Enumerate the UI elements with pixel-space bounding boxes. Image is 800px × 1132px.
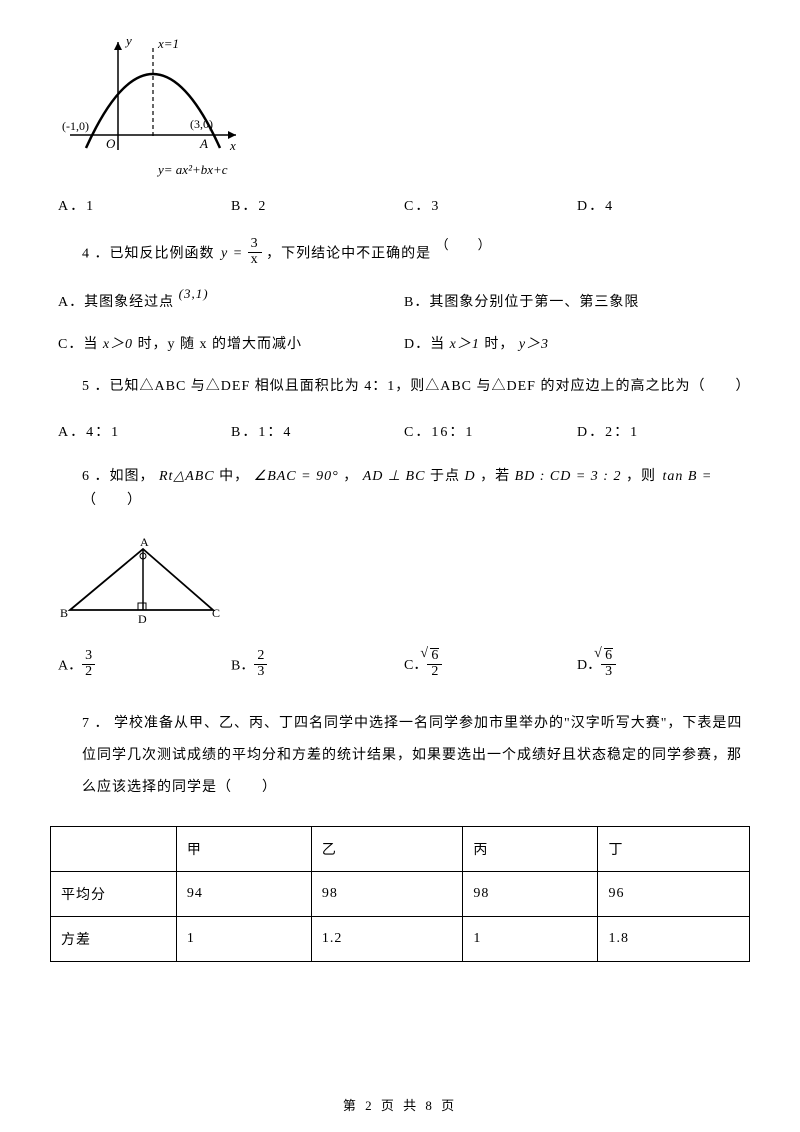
q4-suffix: ，下列结论中不正确的是: [266, 246, 431, 261]
table-row: 方差 1 1.2 1 1.8: [51, 916, 750, 961]
q6-perp: AD ⊥ BC: [363, 469, 426, 484]
x-axis-label: x: [229, 138, 236, 153]
cell-var-2: 1.2: [311, 916, 463, 961]
q6b-den: 3: [254, 665, 267, 680]
q6-ratio: BD : CD = 3 : 2: [515, 469, 622, 484]
q6d-den: 3: [601, 665, 616, 680]
table-row: 平均分 94 98 98 96: [51, 871, 750, 916]
q4-frac: 3 x: [248, 237, 262, 267]
q5-d: D．2：1: [577, 421, 750, 441]
q5-c: C．16：1: [404, 421, 577, 441]
q4-optA-pt: (3,1): [179, 286, 209, 301]
tri-B: B: [60, 606, 68, 620]
q4-optA: A．其图象经过点 (3,1): [58, 291, 404, 311]
tri-D: D: [138, 612, 147, 626]
cell-var-3: 1: [463, 916, 598, 961]
row-avg-label: 平均分: [51, 871, 177, 916]
q4-optA-pre: A．其图象经过点: [58, 295, 174, 310]
q6b-num: 2: [254, 649, 267, 665]
q6-rt: Rt△ABC: [159, 469, 215, 484]
table-header-yi: 乙: [311, 826, 463, 871]
parabola-eq: y= ax²+bx+c: [156, 162, 228, 177]
q4-optD-pre: D．当: [404, 337, 445, 352]
q3-choice-c: C．3: [404, 195, 577, 215]
q6-tan: tan B =: [662, 469, 712, 484]
q4-frac-den: x: [248, 253, 262, 268]
q4-optC-mid: 时，y 随 x 的增大而减小: [138, 337, 303, 352]
q6-D: D: [464, 469, 475, 484]
q5-b: B．1：4: [231, 421, 404, 441]
q4-optD-mid: 时，: [484, 337, 514, 352]
q4-optC: C．当 x＞0 时，y 随 x 的增大而减小: [58, 333, 404, 353]
q6c-den: 2: [427, 665, 442, 680]
q6-paren: （ ）: [82, 493, 142, 508]
q4-yeq: y =: [221, 246, 243, 261]
q7-stem: 7 ． 学校准备从甲、乙、丙、丁四名同学中选择一名同学参加市里举办的"汉字听写大…: [82, 708, 750, 804]
q4-row2: C．当 x＞0 时，y 随 x 的增大而减小 D．当 x＞1 时， y＞3: [58, 333, 750, 353]
tri-C: C: [212, 606, 220, 620]
q4-frac-num: 3: [248, 237, 262, 253]
q3-choice-b: B．2: [231, 195, 404, 215]
q6d-num: 6: [604, 648, 613, 664]
origin-label: O: [106, 136, 116, 151]
page-footer: 第 2 页 共 8 页: [0, 1095, 800, 1114]
q6a-num: 3: [82, 649, 95, 665]
q5-a: A．4：1: [58, 421, 231, 441]
q5-choices: A．4：1 B．1：4 C．16：1 D．2：1: [58, 421, 750, 441]
q6-stem: 6 ．如图， Rt△ABC 中， ∠BAC = 90° ， AD ⊥ BC 于点…: [82, 465, 750, 513]
q6a-den: 2: [82, 665, 95, 680]
q6-choice-b: B．23: [231, 651, 404, 681]
q4-stem: 4 ．已知反比例函数 y = 3 x ，下列结论中不正确的是 （ ）: [82, 239, 750, 269]
row-var-label: 方差: [51, 916, 177, 961]
q6-choices: A．32 B．23 C．62 D．63: [58, 650, 750, 681]
q6-mid3: 于点: [430, 469, 460, 484]
q6-ang: ∠BAC = 90°: [254, 469, 339, 484]
q6-mid4: ，若: [480, 469, 515, 484]
q4-paren: （ ）: [436, 237, 492, 252]
table-header-ding: 丁: [598, 826, 750, 871]
q4-optB: B．其图象分别位于第一、第三象限: [404, 291, 750, 311]
q6-mid2: ，: [343, 469, 358, 484]
q4-optD-res: y＞3: [519, 337, 549, 352]
parabola-figure: y x=1 (-1,0) (3,0) O A x y= ax²+bx+c: [58, 30, 750, 185]
cell-avg-2: 98: [311, 871, 463, 916]
q4-optD-cond: x＞1: [450, 337, 480, 352]
q3-choice-a: A．1: [58, 195, 231, 215]
q3-choice-d: D．4: [577, 195, 750, 215]
q4-prefix: 4 ．已知反比例函数: [82, 246, 219, 261]
table-header-jia: 甲: [176, 826, 311, 871]
table-cell-blank: [51, 826, 177, 871]
table-header-bing: 丙: [463, 826, 598, 871]
q6-choice-c: C．62: [404, 650, 577, 681]
right-point: (3,0): [190, 117, 213, 131]
q5-stem: 5 ．已知△ABC 与△DEF 相似且面积比为 4：1，则△ABC 与△DEF …: [82, 375, 750, 399]
q3-choices: A．1 B．2 C．3 D．4: [58, 195, 750, 215]
cell-avg-1: 94: [176, 871, 311, 916]
table-row: 甲 乙 丙 丁: [51, 826, 750, 871]
q6c-num: 6: [430, 648, 439, 664]
y-label: y: [124, 33, 132, 48]
q4-optD: D．当 x＞1 时， y＞3: [404, 333, 750, 353]
q6-choice-a: A．32: [58, 651, 231, 681]
tri-A: A: [140, 535, 149, 549]
left-point: (-1,0): [62, 119, 89, 133]
A-label: A: [199, 136, 208, 151]
cell-var-1: 1: [176, 916, 311, 961]
cell-avg-3: 98: [463, 871, 598, 916]
q6-mid5: ，则: [626, 469, 656, 484]
q7-table: 甲 乙 丙 丁 平均分 94 98 98 96 方差 1 1.2 1 1.8: [50, 826, 750, 962]
cell-avg-4: 96: [598, 871, 750, 916]
x1-label: x=1: [157, 36, 179, 51]
q4-optC-pre: C．当: [58, 337, 98, 352]
cell-var-4: 1.8: [598, 916, 750, 961]
q4-optC-cond: x＞0: [103, 337, 133, 352]
q6-triangle-figure: A B C D: [58, 535, 750, 632]
q6-choice-d: D．63: [577, 650, 750, 681]
q6-mid1: 中，: [219, 469, 249, 484]
q6-pre: 6 ．如图，: [82, 469, 155, 484]
q4-row1: A．其图象经过点 (3,1) B．其图象分别位于第一、第三象限: [58, 291, 750, 311]
